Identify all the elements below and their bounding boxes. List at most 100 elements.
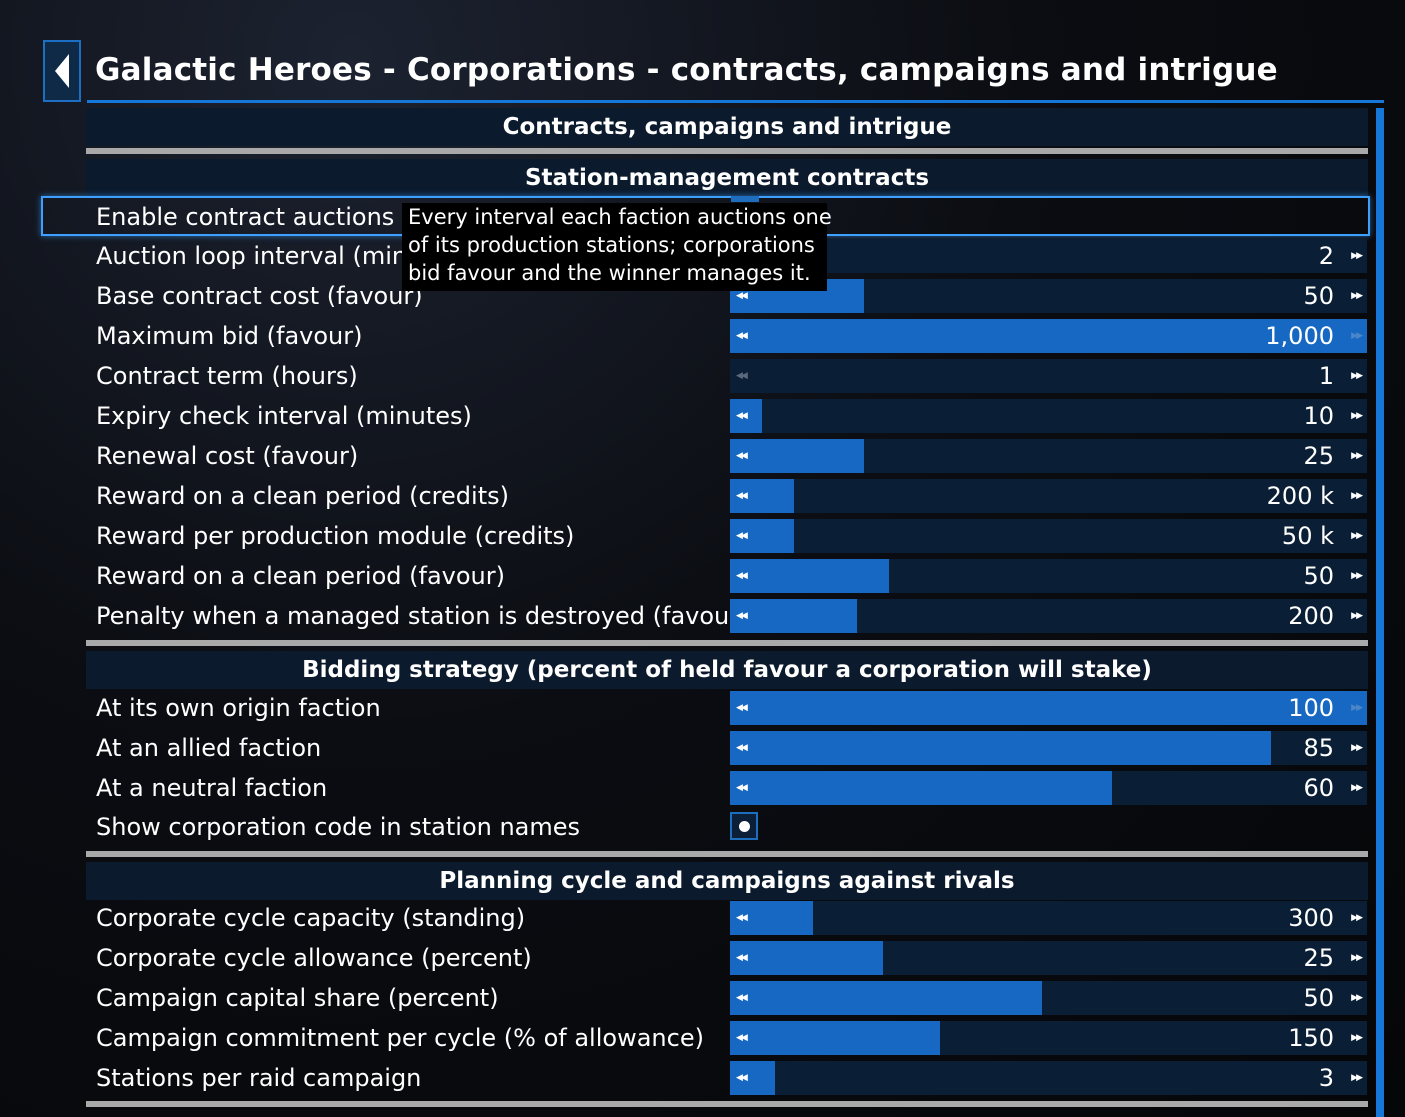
decrease-icon[interactable]: ◀◀	[736, 703, 748, 713]
decrease-icon[interactable]: ◀◀	[736, 291, 748, 301]
slider-value: 25	[1303, 442, 1334, 470]
setting-contract-term: Contract term (hours) ◀◀ 1 ▶▶	[86, 357, 1368, 395]
setting-label: At an allied faction	[96, 734, 322, 762]
setting-bid-allied: At an allied faction ◀◀ 85 ▶▶	[86, 729, 1368, 767]
increase-icon[interactable]: ▶▶	[1351, 451, 1363, 461]
setting-bid-origin: At its own origin faction ◀◀ 100 ▶▶	[86, 689, 1368, 727]
increase-icon[interactable]: ▶▶	[1351, 411, 1363, 421]
setting-label: Penalty when a managed station is destro…	[96, 602, 749, 630]
decrease-icon[interactable]: ◀◀	[736, 371, 748, 381]
setting-label: Reward on a clean period (credits)	[96, 482, 509, 510]
bid-origin-slider[interactable]: ◀◀ 100 ▶▶	[730, 691, 1367, 725]
setting-reward-module: Reward per production module (credits) ◀…	[86, 517, 1368, 555]
decrease-icon[interactable]: ◀◀	[736, 993, 748, 1003]
increase-icon[interactable]: ▶▶	[1351, 703, 1363, 713]
setting-base-cost: Base contract cost (favour) ◀◀ 50 ▶▶	[86, 277, 1368, 315]
decrease-icon[interactable]: ◀◀	[736, 531, 748, 541]
show-code-checkbox[interactable]	[730, 812, 758, 840]
increase-icon[interactable]: ▶▶	[1351, 531, 1363, 541]
increase-icon[interactable]: ▶▶	[1351, 1033, 1363, 1043]
slider-fill	[730, 941, 883, 975]
tooltip-line: bid favour and the winner manages it.	[408, 261, 811, 285]
setting-label: Corporate cycle capacity (standing)	[96, 904, 526, 932]
setting-reward-clean-favour: Reward on a clean period (favour) ◀◀ 50 …	[86, 557, 1368, 595]
decrease-icon[interactable]: ◀◀	[736, 331, 748, 341]
increase-icon[interactable]: ▶▶	[1351, 913, 1363, 923]
increase-icon[interactable]: ▶▶	[1351, 743, 1363, 753]
contract-term-slider[interactable]: ◀◀ 1 ▶▶	[730, 359, 1367, 393]
slider-fill	[730, 1021, 941, 1055]
decrease-icon[interactable]: ◀◀	[736, 1073, 748, 1083]
stations-raid-slider[interactable]: ◀◀ 3 ▶▶	[730, 1061, 1367, 1095]
decrease-icon[interactable]: ◀◀	[736, 783, 748, 793]
enable-auctions-checkbox[interactable]	[731, 196, 759, 202]
decrease-icon[interactable]: ◀◀	[736, 743, 748, 753]
slider-fill	[730, 559, 890, 593]
setting-label: Enable contract auctions	[96, 203, 395, 231]
slider-value: 1,000	[1265, 322, 1334, 350]
slider-value: 3	[1318, 1064, 1334, 1092]
expiry-interval-slider[interactable]: ◀◀ 10 ▶▶	[730, 399, 1367, 433]
setting-renewal-cost: Renewal cost (favour) ◀◀ 25 ▶▶	[86, 437, 1368, 475]
cycle-capacity-slider[interactable]: ◀◀ 300 ▶▶	[730, 901, 1367, 935]
decrease-icon[interactable]: ◀◀	[736, 451, 748, 461]
slider-value: 100	[1288, 694, 1334, 722]
tooltip: Every interval each faction auctions one…	[402, 203, 832, 291]
setting-label: Corporate cycle allowance (percent)	[96, 944, 532, 972]
increase-icon[interactable]: ▶▶	[1351, 993, 1363, 1003]
slider-value: 200	[1288, 602, 1334, 630]
increase-icon[interactable]: ▶▶	[1351, 491, 1363, 501]
reward-clean-credits-slider[interactable]: ◀◀ 200 k ▶▶	[730, 479, 1367, 513]
increase-icon[interactable]: ▶▶	[1351, 291, 1363, 301]
decrease-icon[interactable]: ◀◀	[736, 1033, 748, 1043]
back-button[interactable]	[43, 40, 81, 102]
slider-value: 2	[1318, 242, 1334, 270]
increase-icon[interactable]: ▶▶	[1351, 251, 1363, 261]
max-bid-slider[interactable]: ◀◀ 1,000 ▶▶	[730, 319, 1367, 353]
setting-stations-raid: Stations per raid campaign ◀◀ 3 ▶▶	[86, 1059, 1368, 1097]
setting-label: At its own origin faction	[96, 694, 381, 722]
decrease-icon[interactable]: ◀◀	[736, 491, 748, 501]
slider-fill	[730, 1061, 775, 1095]
setting-show-code: Show corporation code in station names	[86, 808, 1368, 846]
setting-label: Show corporation code in station names	[96, 813, 581, 841]
renewal-cost-slider[interactable]: ◀◀ 25 ▶▶	[730, 439, 1367, 473]
page-title: Galactic Heroes - Corporations - contrac…	[95, 52, 1278, 88]
decrease-icon[interactable]: ◀◀	[736, 611, 748, 621]
section-header-planning: Planning cycle and campaigns against riv…	[86, 862, 1368, 900]
scrollbar[interactable]	[1376, 108, 1384, 1117]
increase-icon[interactable]: ▶▶	[1351, 331, 1363, 341]
commitment-slider[interactable]: ◀◀ 150 ▶▶	[730, 1021, 1367, 1055]
increase-icon[interactable]: ▶▶	[1351, 953, 1363, 963]
increase-icon[interactable]: ▶▶	[1351, 571, 1363, 581]
decrease-icon[interactable]: ◀◀	[736, 571, 748, 581]
setting-label: Base contract cost (favour)	[96, 282, 423, 310]
tooltip-line: of its production stations; corporations	[408, 233, 815, 257]
reward-module-slider[interactable]: ◀◀ 50 k ▶▶	[730, 519, 1367, 553]
bid-neutral-slider[interactable]: ◀◀ 60 ▶▶	[730, 771, 1367, 805]
auction-interval-slider[interactable]: ◀◀ 2 ▶▶	[730, 239, 1367, 273]
section-divider	[86, 148, 1368, 154]
reward-clean-favour-slider[interactable]: ◀◀ 50 ▶▶	[730, 559, 1367, 593]
cycle-allowance-slider[interactable]: ◀◀ 25 ▶▶	[730, 941, 1367, 975]
decrease-icon[interactable]: ◀◀	[736, 953, 748, 963]
penalty-destroyed-slider[interactable]: ◀◀ 200 ▶▶	[730, 599, 1367, 633]
slider-value: 1	[1318, 362, 1334, 390]
increase-icon[interactable]: ▶▶	[1351, 1073, 1363, 1083]
increase-icon[interactable]: ▶▶	[1351, 611, 1363, 621]
slider-value: 50	[1303, 984, 1334, 1012]
increase-icon[interactable]: ▶▶	[1351, 371, 1363, 381]
slider-fill	[730, 599, 858, 633]
slider-value: 10	[1303, 402, 1334, 430]
tooltip-line: Every interval each faction auctions one	[408, 205, 832, 229]
setting-bid-neutral: At a neutral faction ◀◀ 60 ▶▶	[86, 769, 1368, 807]
increase-icon[interactable]: ▶▶	[1351, 783, 1363, 793]
section-header-station: Station-management contracts	[86, 159, 1368, 197]
decrease-icon[interactable]: ◀◀	[736, 913, 748, 923]
section-header-bidding: Bidding strategy (percent of held favour…	[86, 651, 1368, 689]
decrease-icon[interactable]: ◀◀	[736, 411, 748, 421]
capital-share-slider[interactable]: ◀◀ 50 ▶▶	[730, 981, 1367, 1015]
bid-allied-slider[interactable]: ◀◀ 85 ▶▶	[730, 731, 1367, 765]
setting-expiry-interval: Expiry check interval (minutes) ◀◀ 10 ▶▶	[86, 397, 1368, 435]
slider-value: 150	[1288, 1024, 1334, 1052]
